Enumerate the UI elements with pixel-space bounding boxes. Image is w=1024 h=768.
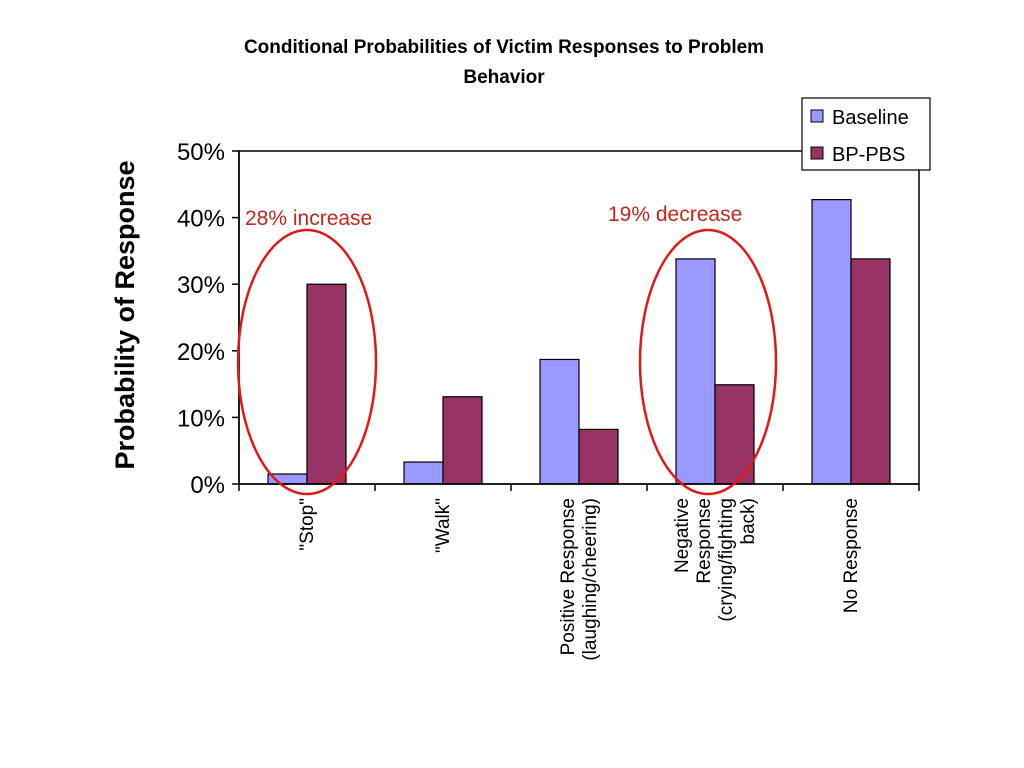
y-tick-label: 20% — [177, 339, 225, 366]
category-label-line: (crying/fighting — [716, 498, 737, 622]
legend-swatch-bp-pbs — [810, 146, 824, 160]
y-tick-label: 50% — [177, 139, 225, 166]
legend-label-baseline: Baseline — [832, 107, 909, 129]
y-tick-label: 40% — [177, 206, 225, 233]
bar-baseline-2 — [539, 358, 580, 485]
bar-bp-pbs-2 — [578, 428, 619, 485]
category-label-line: "Stop" — [297, 498, 318, 551]
category-label-line: No Response — [841, 498, 862, 613]
y-tick-label: 0% — [190, 472, 225, 499]
highlight-ellipse-negative — [638, 228, 778, 496]
legend-label-bp-pbs: BP-PBS — [832, 144, 905, 166]
bar-bp-pbs-1 — [442, 396, 483, 485]
y-axis-label: Probability of Response — [110, 160, 140, 469]
x-axis-ticks — [238, 484, 920, 491]
y-tick-label: 10% — [177, 405, 225, 432]
category-label-line: Positive Response — [558, 498, 579, 655]
chart-title-line-2: Behavior — [463, 67, 545, 88]
bar-baseline-4 — [811, 199, 852, 485]
bar-baseline-1 — [403, 461, 444, 485]
category-label-line: Response — [694, 498, 715, 584]
legend-swatch-baseline — [810, 109, 824, 123]
category-label-line: "Walk" — [433, 498, 454, 553]
annotation-negative: 19% decrease — [608, 203, 778, 496]
chart-title-line-1: Conditional Probabilities of Victim Resp… — [244, 37, 764, 58]
category-label-line: Negative — [672, 498, 693, 573]
y-tick-label: 30% — [177, 272, 225, 299]
category-label-line: back) — [738, 498, 759, 544]
bars — [267, 199, 891, 485]
y-axis-ticks: 0% 10% 20% 30% 40% 50% — [177, 139, 239, 499]
highlight-ellipse-stop — [236, 228, 378, 496]
category-labels: "Stop" "Walk" Positive Response (laughing/c… — [297, 498, 862, 661]
bar-baseline-3 — [675, 258, 716, 485]
annotation-label-decrease: 19% decrease — [608, 203, 742, 226]
bar-bp-pbs-4 — [850, 258, 891, 485]
bar-bp-pbs-0 — [306, 283, 347, 485]
category-label-line: (laughing/cheering) — [580, 498, 601, 661]
legend: Baseline BP-PBS — [801, 97, 931, 171]
annotation-stop: 28% increase — [236, 207, 378, 496]
annotation-label-increase: 28% increase — [245, 207, 372, 230]
